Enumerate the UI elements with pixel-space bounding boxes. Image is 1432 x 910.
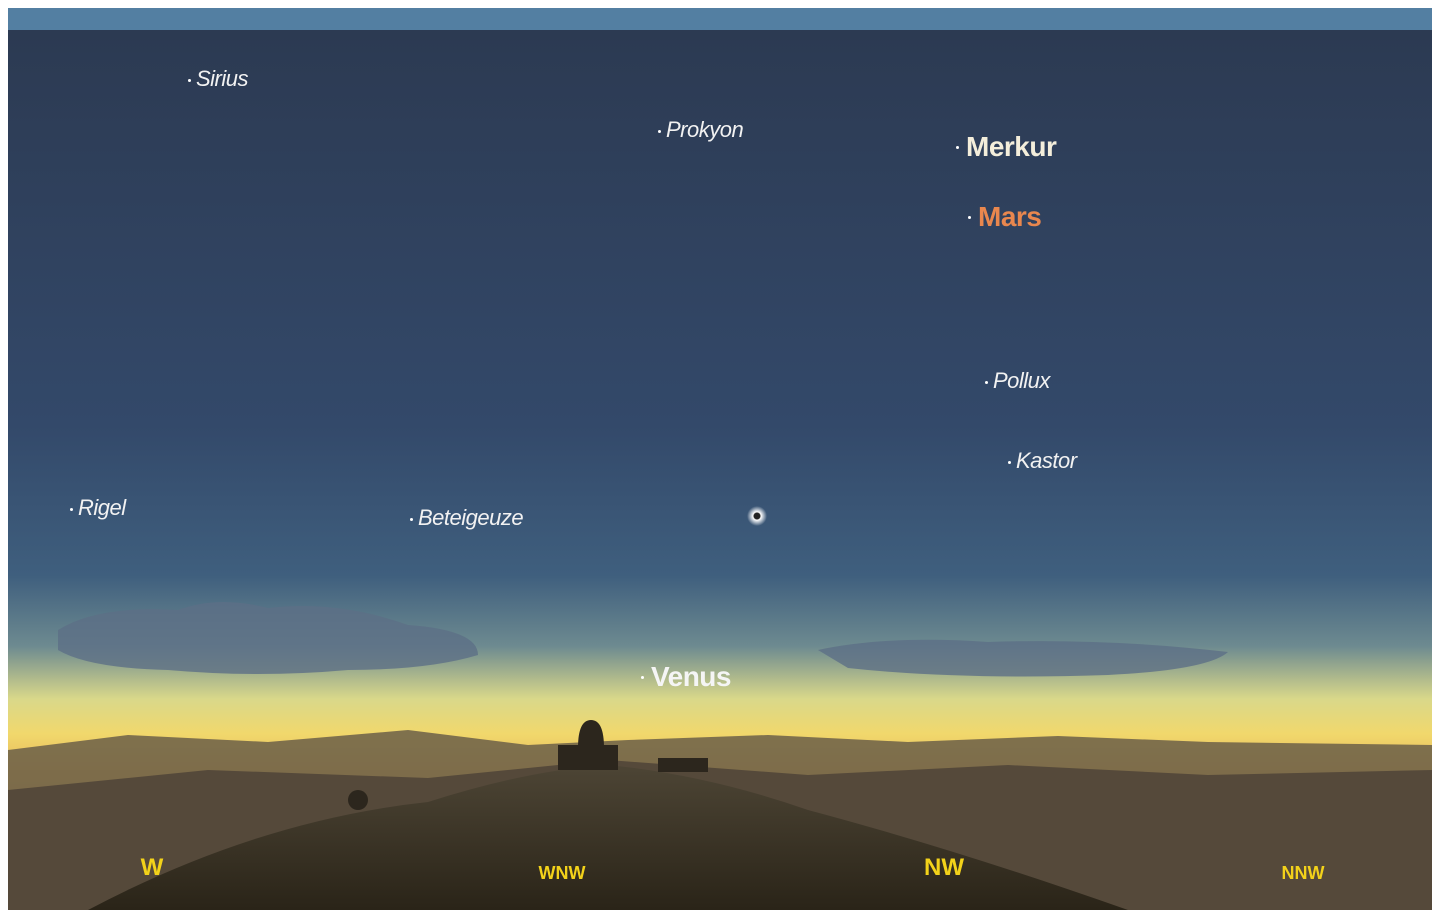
compass-direction: WNW: [539, 864, 586, 882]
planet-label: Mars: [978, 203, 1041, 231]
star-label: Beteigeuze: [418, 507, 523, 529]
planet-label: Venus: [651, 663, 731, 691]
compass-direction: W: [141, 856, 164, 880]
star-dot: [658, 130, 661, 133]
star-label: Pollux: [993, 370, 1050, 392]
star-dot: [641, 676, 644, 679]
landscape: [8, 30, 1432, 910]
sky-view: Sirius Prokyon Merkur Mars Pollux Kastor Rigel…: [8, 8, 1432, 910]
star-dot: [956, 146, 959, 149]
eclipsed-sun: [747, 506, 767, 526]
star-dot: [410, 518, 413, 521]
top-bar: [8, 8, 1432, 30]
star-label: Kastor: [1016, 450, 1077, 472]
star-dot: [985, 381, 988, 384]
page: Sirius Prokyon Merkur Mars Pollux Kastor Rigel…: [0, 0, 1432, 910]
star-dot: [1008, 461, 1011, 464]
compass-direction: NW: [924, 856, 964, 880]
star-dot: [188, 79, 191, 82]
star-label: Prokyon: [666, 119, 743, 141]
star-dot: [70, 508, 73, 511]
star-label: Rigel: [78, 497, 126, 519]
compass-direction: NNW: [1282, 864, 1325, 882]
star-dot: [968, 216, 971, 219]
planet-label: Merkur: [966, 133, 1056, 161]
star-label: Sirius: [196, 68, 248, 90]
